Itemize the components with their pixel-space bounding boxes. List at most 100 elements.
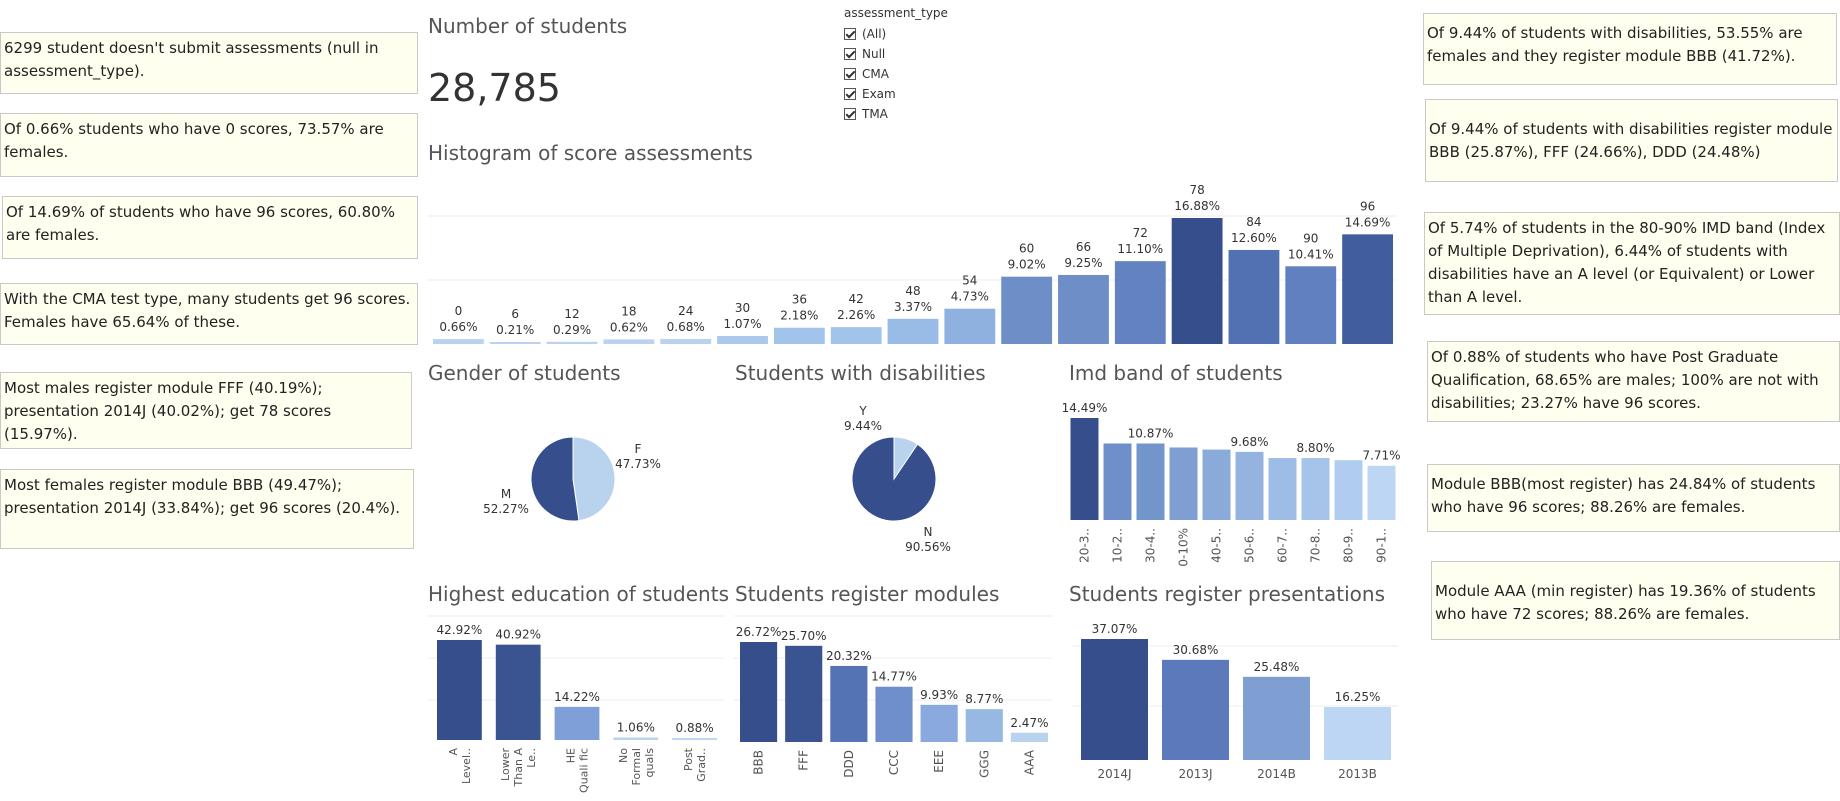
filter-option-label: Exam <box>862 87 896 101</box>
checkbox-icon[interactable] <box>844 68 856 80</box>
histogram-data-label: 11.10% <box>1117 242 1163 256</box>
histogram-data-label: 0.62% <box>610 320 648 334</box>
modules-tick-label: EEE <box>932 750 946 773</box>
filter-option-all[interactable]: (All) <box>844 24 948 44</box>
imd-data-label: 9.68% <box>1230 435 1268 449</box>
histogram-bar <box>887 318 939 344</box>
checkbox-icon[interactable] <box>844 28 856 40</box>
gender-slice-label: 52.27% <box>483 502 529 516</box>
education-bar <box>554 706 600 740</box>
histogram-tick-label: 66 <box>1076 240 1091 254</box>
imd-data-label: 10.87% <box>1128 426 1174 440</box>
modules-data-label: 2.47% <box>1010 716 1048 730</box>
checkbox-icon[interactable] <box>844 48 856 60</box>
modules-bar <box>785 645 823 742</box>
presentations-data-label: 37.07% <box>1092 622 1138 636</box>
disabilities-slice-name: N <box>924 525 933 539</box>
histogram-data-label: 0.21% <box>496 323 534 337</box>
histogram-bar <box>546 341 598 344</box>
filter-option-label: CMA <box>862 67 889 81</box>
histogram-data-label: 2.26% <box>837 308 875 322</box>
assessment-type-filter: assessment_type (All) Null CMA Exam TMA <box>844 6 948 124</box>
modules-bar <box>920 704 958 742</box>
filter-option-tma[interactable]: TMA <box>844 104 948 124</box>
note-right-5: Module BBB(most register) has 24.84% of … <box>1427 464 1840 532</box>
education-title: Highest education of students <box>428 582 729 606</box>
gender-title: Gender of students <box>428 361 621 385</box>
presentations-data-label: 16.25% <box>1335 690 1381 704</box>
histogram-data-label: 0.66% <box>439 320 477 334</box>
histogram-tick-label: 84 <box>1246 215 1261 229</box>
note-right-6: Module AAA (min register) has 19.36% of … <box>1431 561 1840 640</box>
education-tick-label: Level.. <box>460 748 473 784</box>
disabilities-slice-label: 90.56% <box>905 540 951 554</box>
education-tick-label: Post <box>682 747 695 771</box>
education-data-label: 0.88% <box>676 721 714 735</box>
note-right-3: Of 5.74% of students in the 80-90% IMD b… <box>1424 212 1840 315</box>
presentations-bar <box>1081 639 1148 760</box>
education-tick-label: Quali fic <box>578 748 591 793</box>
education-data-label: 42.92% <box>437 623 483 637</box>
presentations-tick-label: 2014B <box>1257 767 1296 781</box>
histogram-tick-label: 78 <box>1189 183 1204 197</box>
note-right-2: Of 9.44% of students with disabilities r… <box>1425 99 1838 182</box>
histogram-tick-label: 0 <box>455 304 463 318</box>
filter-option-null[interactable]: Null <box>844 44 948 64</box>
note-right-1: Of 9.44% of students with disabilities, … <box>1423 13 1837 85</box>
imd-tick-label: 90-1.. <box>1375 528 1389 563</box>
modules-tick-label: GGG <box>977 750 991 778</box>
presentations-data-label: 30.68% <box>1173 643 1219 657</box>
histogram-data-label: 16.88% <box>1174 199 1220 213</box>
histogram-data-label: 2.18% <box>780 309 818 323</box>
histogram-tick-label: 90 <box>1303 231 1318 245</box>
modules-tick-label: FFF <box>797 750 811 771</box>
disabilities-title: Students with disabilities <box>735 361 986 385</box>
education-tick-label: HE <box>565 748 578 763</box>
imd-data-label: 8.80% <box>1296 441 1334 455</box>
histogram-bar <box>433 339 484 344</box>
kpi-title: Number of students <box>428 14 628 38</box>
gender-slice-name: M <box>501 487 511 501</box>
education-tick-label: A <box>447 748 460 756</box>
presentations-bar <box>1324 706 1391 760</box>
modules-bar <box>740 642 778 742</box>
checkbox-icon[interactable] <box>844 88 856 100</box>
histogram-bar <box>1285 266 1337 344</box>
note-left-3: Of 14.69% of students who have 96 scores… <box>2 196 418 259</box>
note-left-6: Most females register module BBB (49.47%… <box>0 469 414 549</box>
presentations-tick-label: 2014J <box>1097 767 1131 781</box>
imd-bar <box>1136 443 1165 520</box>
modules-tick-label: CCC <box>887 750 901 775</box>
note-left-4: With the CMA test type, many students ge… <box>0 283 418 345</box>
education-data-label: 1.06% <box>617 721 655 735</box>
imd-tick-label: 80-9.. <box>1342 528 1356 563</box>
histogram-data-label: 3.37% <box>894 300 932 314</box>
disabilities-slice-n <box>851 436 937 522</box>
gender-slice-name: F <box>635 442 642 456</box>
modules-tick-label: BBB <box>752 750 766 775</box>
histogram-data-label: 0.68% <box>667 320 705 334</box>
disabilities-slice-name: Y <box>858 404 867 418</box>
histogram-data-label: 14.69% <box>1345 215 1391 229</box>
modules-data-label: 9.93% <box>920 688 958 702</box>
imd-data-label: 14.49% <box>1062 401 1108 415</box>
modules-data-label: 20.32% <box>826 649 872 663</box>
filter-option-exam[interactable]: Exam <box>844 84 948 104</box>
imd-data-label: 7.71% <box>1362 449 1400 463</box>
imd-bar <box>1202 449 1231 520</box>
imd-bar <box>1367 465 1396 520</box>
histogram-data-label: 4.73% <box>951 290 989 304</box>
education-data-label: 40.92% <box>495 628 541 642</box>
modules-tick-label: AAA <box>1022 749 1036 775</box>
filter-option-cma[interactable]: CMA <box>844 64 948 84</box>
histogram-tick-label: 54 <box>962 274 977 288</box>
education-bar <box>613 737 659 740</box>
imd-bar <box>1103 443 1132 520</box>
checkbox-icon[interactable] <box>844 108 856 120</box>
education-tick-label: Lower <box>499 748 512 781</box>
imd-title: Imd band of students <box>1069 361 1283 385</box>
gender-slice-m <box>530 436 580 522</box>
modules-bar <box>875 686 913 742</box>
histogram-data-label: 10.41% <box>1288 247 1334 261</box>
histogram-bar <box>1228 249 1280 344</box>
